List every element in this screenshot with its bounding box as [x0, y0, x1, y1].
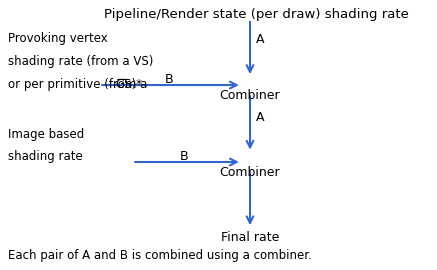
Text: shading rate (from a VS): shading rate (from a VS): [8, 55, 154, 68]
Text: Pipeline/Render state (per draw) shading rate: Pipeline/Render state (per draw) shading…: [104, 8, 409, 21]
Text: shading rate: shading rate: [8, 150, 83, 163]
Text: Each pair of A and B is combined using a combiner.: Each pair of A and B is combined using a…: [8, 249, 312, 262]
Text: A: A: [256, 111, 265, 124]
Text: B: B: [165, 73, 174, 86]
Text: A: A: [256, 33, 265, 46]
Text: Combiner: Combiner: [220, 166, 280, 179]
Text: GS)*: GS)*: [115, 78, 142, 91]
Text: or per primitive (from a: or per primitive (from a: [8, 78, 151, 91]
Text: Combiner: Combiner: [220, 89, 280, 102]
Text: B: B: [180, 150, 188, 163]
Text: Image based: Image based: [8, 128, 84, 141]
Text: Final rate: Final rate: [221, 231, 279, 244]
Text: Provoking vertex: Provoking vertex: [8, 32, 108, 45]
